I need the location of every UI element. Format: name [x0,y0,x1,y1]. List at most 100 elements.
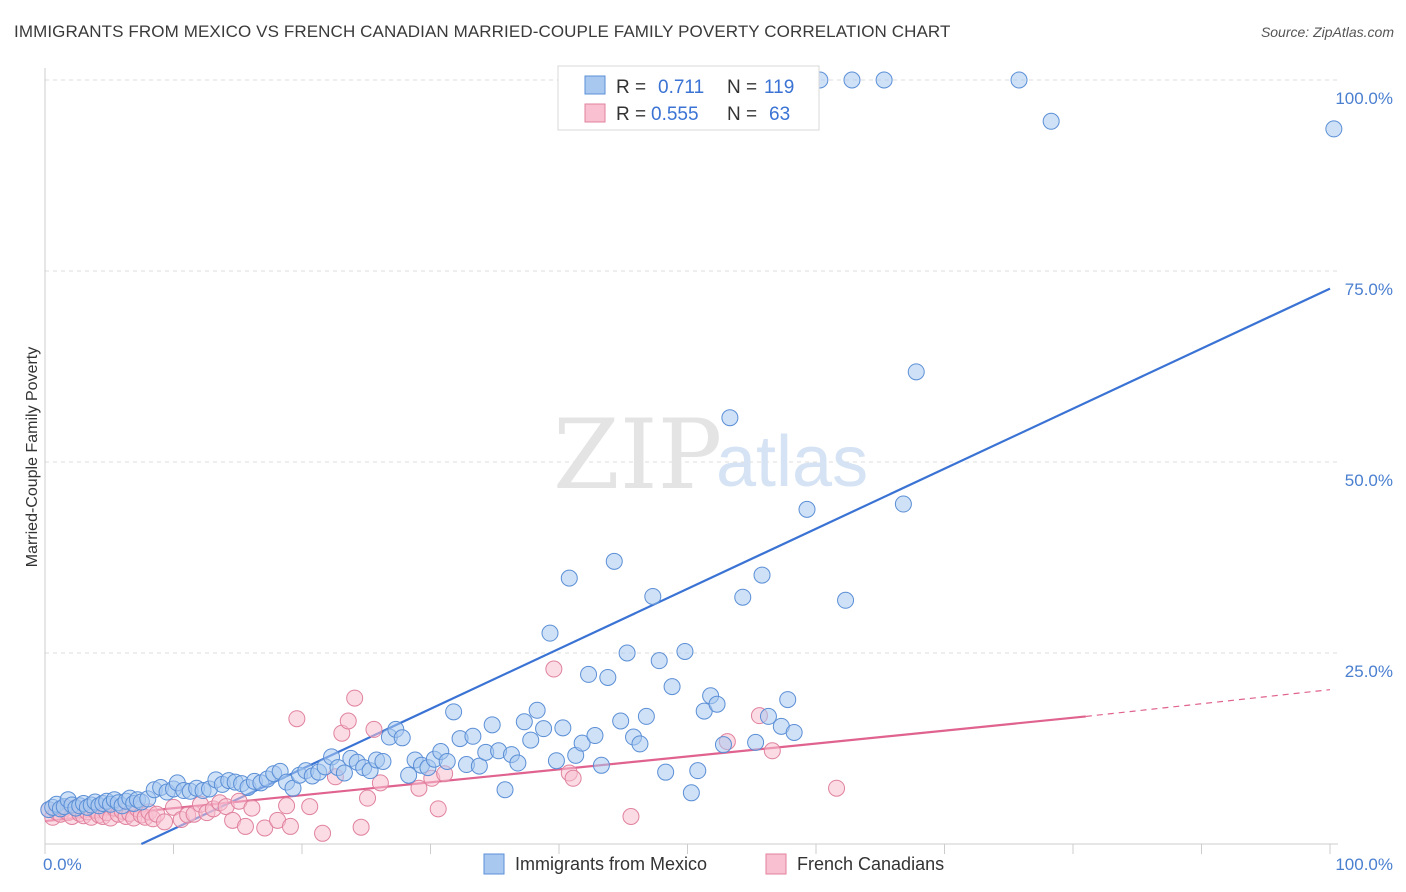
mexico-point [837,591,855,609]
y-tick-label: 100.0% [1335,89,1393,108]
mexico-point [599,668,617,686]
watermark-atlas: atlas [716,422,868,502]
trend-line-extension [1085,689,1331,718]
legend-label-mexico: Immigrants from Mexico [515,854,707,874]
legend-r-value: 0.711 [658,77,704,98]
mexico-point [1042,112,1060,130]
french-canadian-point [763,742,781,760]
french-canadians-points [40,660,846,842]
french-canadian-point [365,720,383,738]
french-canadian-point [564,769,582,787]
mexico-point [470,757,488,775]
mexico-point [592,756,610,774]
mexico-point [689,762,707,780]
legend-label-french-canadian: French Canadians [797,854,944,874]
y-tick-label: 50.0% [1345,471,1393,490]
mexico-point [605,552,623,570]
mexico-point [535,720,553,738]
mexico-point [522,731,540,749]
mexico-point [580,665,598,683]
legend-n-label: N = [727,104,757,125]
legend-swatch-french-canadian [765,853,787,875]
mexico-point [644,587,662,605]
mexico-point [541,624,559,642]
grid-lines [45,79,1338,654]
mexico-point [753,566,771,584]
mexico-point [374,752,392,770]
mexico-point [785,723,803,741]
legend-r-label: R = [616,77,646,98]
french-canadian-point [301,798,319,816]
mexico-point [393,729,411,747]
mexico-point [708,695,726,713]
french-canadian-point [545,660,563,678]
french-canadian-point [429,800,447,818]
french-canadian-point [165,798,182,816]
french-canadian-point [352,818,370,836]
x-tick-label: 0.0% [43,855,82,874]
french-canadian-point [288,710,306,728]
legend-n-value: 119 [764,77,794,98]
mexico-point [631,735,649,753]
mexico-point [335,764,353,782]
mexico-point [515,713,533,731]
y-tick-label: 25.0% [1345,662,1393,681]
french-canadian-point [339,712,357,730]
mexico-point [496,781,514,799]
mexico-point [618,644,636,662]
french-canadian-point [622,807,640,825]
mexico-point [714,736,732,754]
mexico-point [547,752,565,770]
trend-lines [44,287,1331,845]
french-canadian-point [281,817,299,835]
mexico-point [734,588,752,606]
mexico-point [894,495,912,513]
french-canadian-point [278,797,296,815]
mexico-point [573,734,591,752]
mexico-point [637,707,655,725]
chart-title: IMMIGRANTS FROM MEXICO VS FRENCH CANADIA… [14,22,951,41]
mexico-point [483,716,501,734]
y-axis-title: Married-Couple Family Poverty [24,347,41,568]
mexico-immigrants-points [40,71,1343,819]
french-canadian-point [243,799,261,817]
mexico-point [657,763,675,781]
mexico-point [400,766,418,784]
legend-n-label: N = [727,77,757,98]
legend-n-value: 63 [769,104,790,125]
french-canadian-point [156,813,174,831]
legend-r-label: R = [616,104,646,125]
mexico-point [438,752,456,770]
mexico-point [676,642,694,660]
french-canadian-point [346,689,364,707]
legend-swatch-mexico [483,853,505,875]
french-canadian-point [371,774,389,792]
mexico-point [650,652,668,670]
mexico-point [560,569,578,587]
mexico-point [843,71,861,89]
mexico-point [907,363,925,381]
legend-swatch-mexico [584,75,606,95]
mexico-point [464,727,482,745]
mexico-point [586,727,604,745]
trend-line [140,287,1331,845]
correlation-legend: R = 0.711 N = 119 R = 0.555 N = 63 [557,65,820,131]
y-tick-label: 75.0% [1345,280,1393,299]
x-tick-label: 100.0% [1335,855,1393,874]
legend-swatch-french-canadian [584,103,606,123]
french-canadian-point [256,819,274,837]
tick-labels: 25.0% 50.0% 75.0% 100.0% 0.0% 100.0% [43,89,1393,874]
mexico-point [509,754,527,772]
mexico-point [798,500,816,518]
source-credit: Source: ZipAtlas.com [1260,24,1394,40]
mexico-point [779,691,797,709]
french-canadian-point [359,789,377,807]
mexico-point [445,703,463,721]
mexico-point [1325,120,1343,138]
mexico-point [528,701,546,719]
mexico-point [1010,71,1028,89]
mexico-point [682,784,700,802]
mexico-point [721,409,739,427]
french-canadian-point [314,824,332,842]
